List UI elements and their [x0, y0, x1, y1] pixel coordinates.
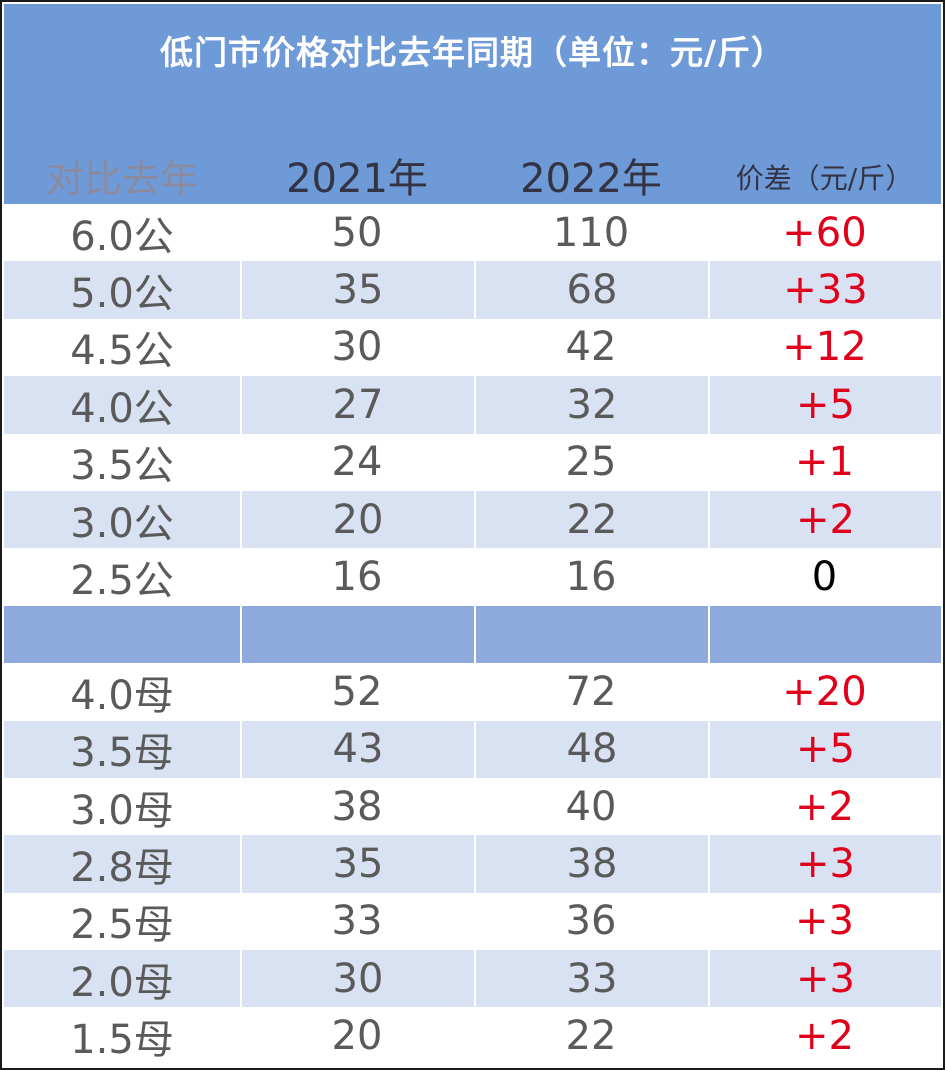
price-2021-cell: 52	[331, 668, 383, 715]
table-row: 2.5母 33 36 +3	[4, 893, 941, 950]
spec-cell: 3.5公	[70, 443, 174, 490]
spec-cell: 2.5公	[70, 558, 174, 605]
table-row: 2.0母 30 33 +3	[4, 950, 941, 1008]
group-separator-row	[4, 605, 941, 664]
price-2022-cell: 16	[565, 554, 617, 601]
price-2022-cell: 48	[474, 720, 708, 778]
price-diff-cell: +60	[782, 209, 867, 256]
column-header-price-diff: 价差（元/斤）	[735, 162, 914, 195]
table-row: 4.5公 30 42 +12	[4, 319, 941, 376]
price-2022-cell: 38	[474, 835, 708, 893]
table-row: 3.5母 43 48 +5	[4, 720, 941, 778]
spec-cell: 2.5母	[70, 902, 174, 949]
price-2021-cell: 20	[240, 490, 474, 549]
column-header-compare: 对比去年	[45, 157, 198, 201]
price-diff-cell: +2	[708, 490, 941, 549]
price-2022-cell: 36	[565, 898, 617, 945]
table-header: 低门市价格对比去年同期（单位：元/斤） 对比去年 2021年 2022年 价差（…	[4, 4, 941, 204]
price-2021-cell: 16	[331, 554, 383, 601]
price-2022-cell: 33	[474, 950, 708, 1008]
price-diff-cell: 0	[811, 554, 838, 601]
spec-cell: 2.0母	[70, 959, 174, 1006]
price-diff-cell: +2	[795, 1013, 854, 1060]
price-diff-cell: +3	[708, 950, 941, 1008]
price-diff-cell: +1	[795, 439, 854, 486]
price-2021-cell: 24	[331, 439, 383, 486]
separator-cell	[240, 605, 474, 664]
price-2022-cell: 22	[474, 490, 708, 549]
price-2022-cell: 68	[474, 261, 708, 319]
price-diff-cell: +5	[708, 376, 941, 434]
separator-cell	[474, 605, 708, 664]
price-2021-cell: 33	[331, 898, 383, 945]
spec-cell: 3.5母	[70, 730, 174, 777]
price-2021-cell: 35	[240, 261, 474, 319]
table-row: 3.0公 20 22 +2	[4, 490, 941, 549]
spec-cell: 4.5公	[70, 328, 174, 375]
separator-cell	[708, 605, 941, 664]
spec-cell: 3.0母	[70, 787, 174, 834]
price-2022-cell: 32	[474, 376, 708, 434]
price-diff-cell: +5	[708, 720, 941, 778]
table-row: 3.0母 38 40 +2	[4, 778, 941, 835]
table-row: 1.5母 20 22 +2	[4, 1007, 941, 1064]
price-2021-cell: 35	[240, 835, 474, 893]
price-2021-cell: 27	[240, 376, 474, 434]
table-row: 3.5公 24 25 +1	[4, 434, 941, 491]
spec-cell: 1.5母	[70, 1017, 174, 1064]
price-table-body: 6.0公 50 110 +60 5.0公 35 68 +33 4.5公 30 42 +12 4.0公 27…	[4, 204, 941, 1065]
price-diff-cell: +20	[782, 668, 867, 715]
table-row: 4.0公 27 32 +5	[4, 376, 941, 434]
price-2022-cell: 25	[565, 439, 617, 486]
price-2021-cell: 43	[240, 720, 474, 778]
table-title: 低门市价格对比去年同期（单位：元/斤）	[159, 33, 786, 72]
spec-cell: 2.8母	[70, 845, 174, 891]
price-2022-cell: 22	[565, 1013, 617, 1060]
spec-cell: 4.0公	[70, 385, 174, 432]
column-header-2022: 2022年	[520, 156, 662, 202]
price-2022-cell: 72	[565, 668, 617, 715]
price-2022-cell: 40	[565, 783, 617, 830]
price-diff-cell: +33	[708, 261, 941, 319]
price-2021-cell: 38	[331, 783, 383, 830]
table-row: 2.5公 16 16 0	[4, 548, 941, 605]
price-2021-cell: 20	[331, 1013, 383, 1060]
price-diff-cell: +3	[795, 898, 854, 945]
price-2022-cell: 42	[565, 324, 617, 371]
price-2022-cell: 110	[552, 209, 630, 256]
spec-cell: 5.0公	[70, 271, 174, 318]
column-header-2021: 2021年	[286, 156, 428, 202]
table-row: 6.0公 50 110 +60	[4, 204, 941, 261]
spec-cell: 4.0母	[70, 672, 174, 719]
spec-cell: 6.0公	[70, 213, 174, 260]
price-2021-cell: 30	[240, 950, 474, 1008]
price-diff-cell: +2	[795, 783, 854, 830]
table-row: 2.8母 35 38 +3	[4, 835, 941, 893]
table-row: 5.0公 35 68 +33	[4, 261, 941, 319]
price-diff-cell: +12	[782, 324, 867, 371]
spec-cell: 3.0公	[70, 500, 174, 547]
separator-cell	[4, 606, 240, 663]
table-row: 4.0母 52 72 +20	[4, 663, 941, 720]
price-2021-cell: 50	[331, 209, 383, 256]
price-2021-cell: 30	[331, 324, 383, 371]
price-diff-cell: +3	[708, 835, 941, 893]
